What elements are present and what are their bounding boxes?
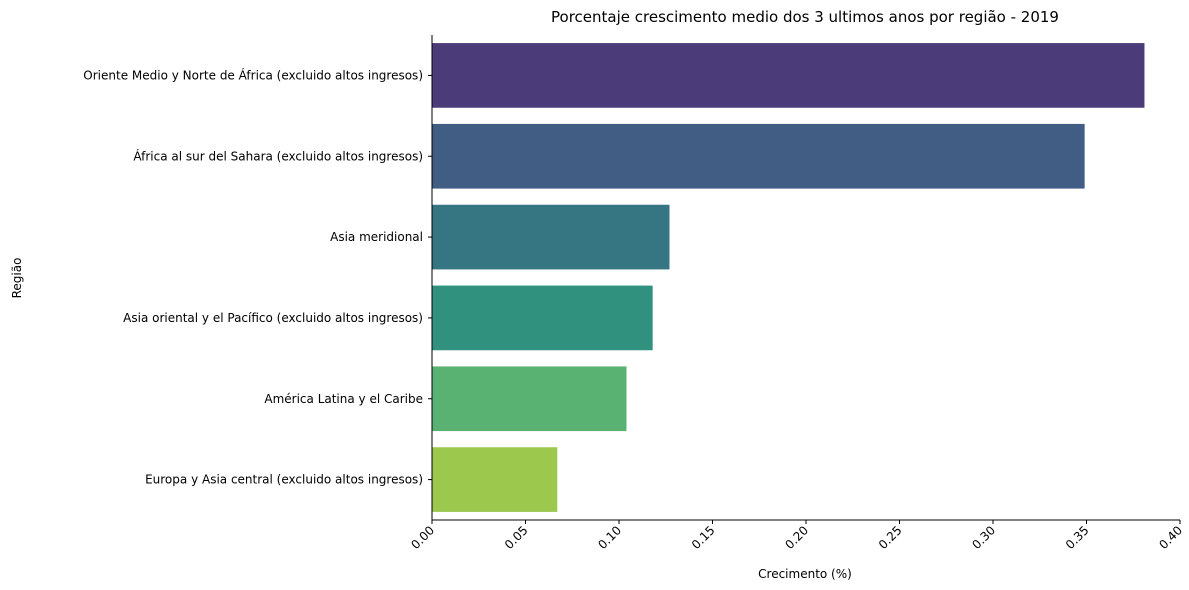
y-tick-label: América Latina y el Caribe: [264, 392, 423, 406]
x-tick-label: 0.00: [408, 523, 437, 552]
x-tick-label: 0.40: [1156, 523, 1185, 552]
x-tick-label: 0.35: [1063, 523, 1092, 552]
x-ticks-group: 0.00 0.05 0.10 0.15 0.20 0.25 0.30 0.35 0.40: [408, 520, 1185, 552]
x-axis-label: Crecimento (%): [758, 567, 852, 581]
x-tick-label: 0.10: [595, 523, 624, 552]
bars-group: [432, 43, 1145, 512]
bar: [432, 285, 653, 351]
chart-title: Porcentaje crescimento medio dos 3 ultim…: [551, 8, 1059, 26]
x-tick-label: 0.30: [969, 523, 998, 552]
bar: [432, 447, 558, 512]
x-tick-label: 0.25: [876, 523, 905, 552]
bar: [432, 204, 670, 270]
x-tick-label: 0.20: [782, 523, 811, 552]
bar: [432, 366, 627, 432]
y-tick-label: Oriente Medio y Norte de África (excluid…: [83, 67, 423, 82]
bar: [432, 123, 1085, 189]
bar: [432, 43, 1145, 108]
y-tick-label: Asia meridional: [330, 230, 423, 244]
y-tick-label: Europa y Asia central (excluido altos in…: [145, 473, 423, 487]
y-tick-label: Asia oriental y el Pacífico (excluido al…: [123, 311, 423, 325]
x-tick-label: 0.05: [502, 523, 531, 552]
y-tick-labels: Oriente Medio y Norte de África (excluid…: [83, 67, 432, 487]
y-axis-label: Região: [10, 258, 24, 299]
x-tick-label: 0.15: [689, 523, 718, 552]
y-tick-label: África al sur del Sahara (excluido altos…: [133, 148, 423, 163]
